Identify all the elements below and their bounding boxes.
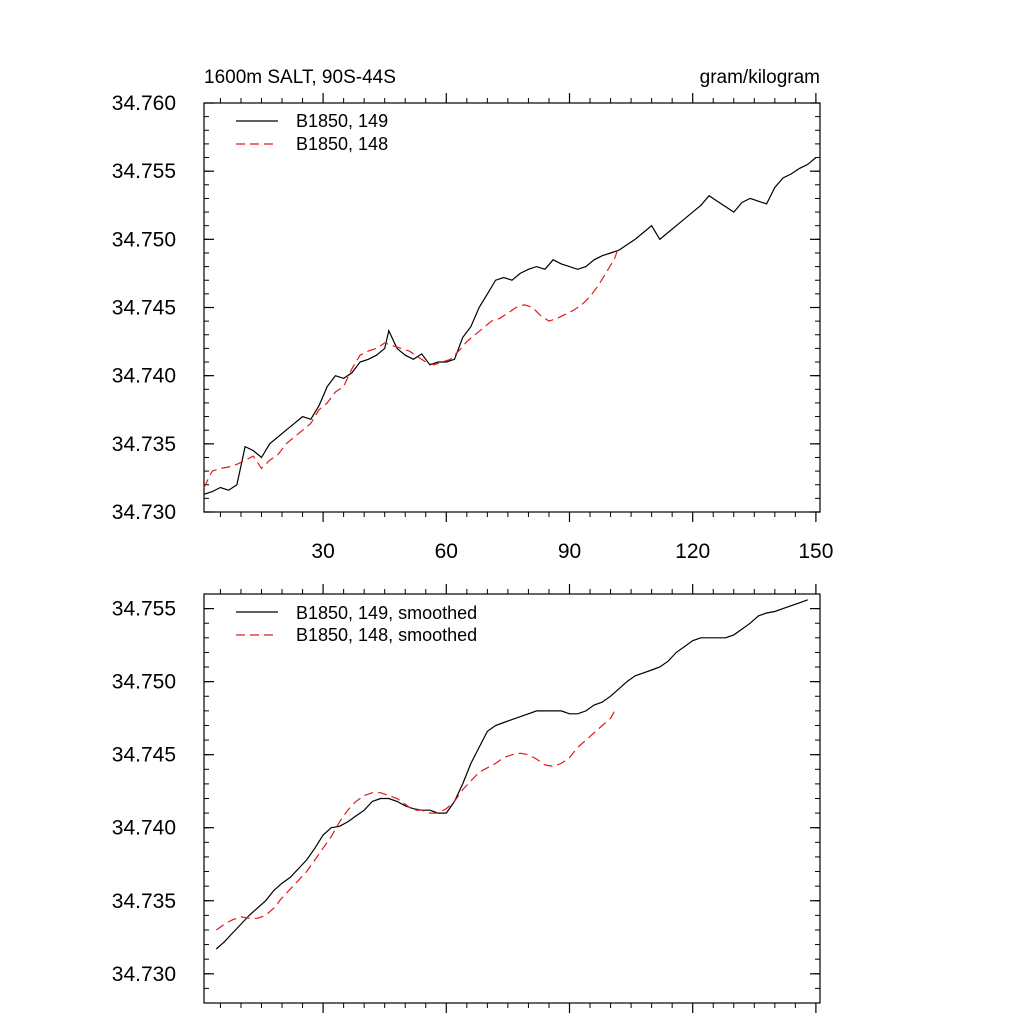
y-tick-label: 34.750 — [112, 671, 176, 694]
legend: B1850, 149 B1850, 148 — [236, 111, 388, 154]
y-tick-label: 34.745 — [112, 744, 176, 767]
tick-marks — [204, 93, 820, 522]
plot-frame — [203, 593, 821, 1004]
y-tick-label: 34.755 — [112, 598, 176, 621]
x-tick-labels: 30 60 90 120 150 — [311, 540, 833, 563]
top-panel: 1600m SALT, 90S-44S gram/kilogram 34.730… — [112, 67, 834, 563]
y-tick-label: 34.750 — [112, 228, 176, 251]
series-line-dashed — [203, 245, 620, 488]
x-tick-label: 60 — [435, 540, 458, 563]
x-tick-label: 30 — [311, 540, 334, 563]
y-tick-label: 34.735 — [112, 433, 176, 456]
y-tick-label: 34.735 — [112, 890, 176, 913]
legend-label: B1850, 148, smoothed — [296, 625, 477, 645]
y-tick-label: 34.760 — [112, 92, 176, 115]
legend: B1850, 149, smoothed B1850, 148, smoothe… — [236, 603, 477, 645]
plot-frame — [203, 102, 821, 513]
panel-title: 1600m SALT, 90S-44S — [204, 67, 396, 88]
y-tick-label: 34.730 — [112, 963, 176, 986]
y-tick-labels: 34.730 34.735 34.740 34.745 34.750 34.755 — [112, 598, 176, 986]
x-tick-label: 90 — [558, 540, 581, 563]
y-tick-label: 34.740 — [112, 365, 176, 388]
legend-label: B1850, 149, smoothed — [296, 603, 477, 623]
y-tick-label: 34.745 — [112, 297, 176, 320]
units-label: gram/kilogram — [700, 67, 820, 88]
legend-label: B1850, 149 — [296, 111, 388, 131]
y-tick-labels: 34.730 34.735 34.740 34.745 34.750 34.755 34.7… — [112, 92, 176, 524]
y-tick-label: 34.730 — [112, 501, 176, 524]
bottom-panel: 34.730 34.735 34.740 34.745 34.750 34.755 B18… — [112, 584, 821, 1013]
data-series — [203, 157, 817, 495]
legend-label: B1850, 148 — [296, 134, 388, 154]
tick-marks — [204, 584, 820, 1013]
series-line-solid — [215, 599, 808, 950]
y-tick-label: 34.755 — [112, 160, 176, 183]
data-series — [215, 599, 808, 950]
x-tick-label: 150 — [798, 540, 833, 563]
x-tick-label: 120 — [675, 540, 710, 563]
series-line-solid — [203, 157, 817, 495]
series-line-dashed — [215, 710, 616, 931]
y-tick-label: 34.740 — [112, 817, 176, 840]
